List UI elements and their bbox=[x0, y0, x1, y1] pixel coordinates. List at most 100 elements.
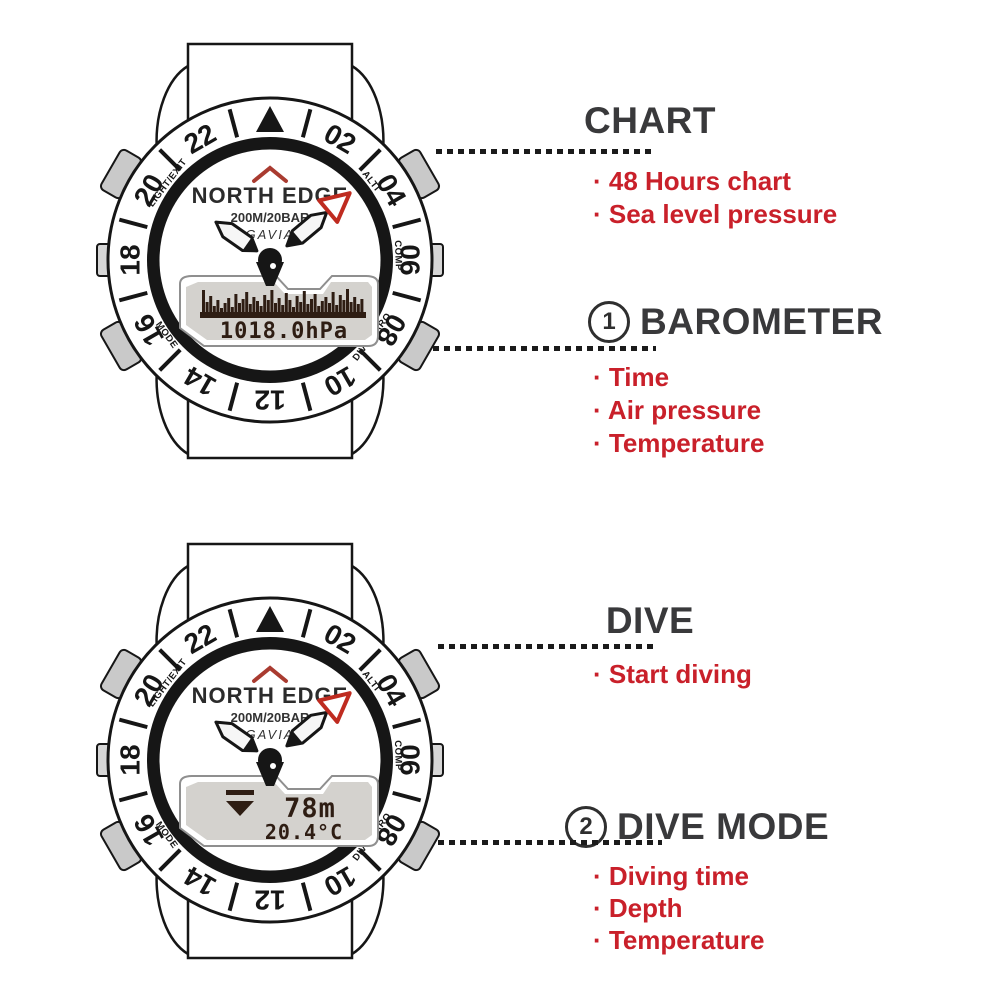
histogram-bar bbox=[234, 294, 238, 312]
bezel-tick bbox=[118, 790, 148, 803]
histogram-bar bbox=[202, 290, 205, 312]
histogram-bar bbox=[252, 297, 256, 312]
bezel-triangle-marker bbox=[256, 106, 284, 132]
histogram-bar bbox=[284, 293, 288, 312]
lcd-depth-reading: 78m bbox=[284, 793, 336, 824]
bezel-function-label: COMP bbox=[392, 240, 404, 271]
hour-hand bbox=[214, 220, 259, 253]
hour-hand bbox=[214, 720, 259, 753]
bezel-tick bbox=[118, 290, 148, 303]
histogram-bar bbox=[263, 295, 267, 312]
histogram-bar bbox=[335, 305, 339, 312]
lug-curve bbox=[155, 64, 189, 153]
histogram-bar bbox=[360, 299, 364, 312]
dive-feature-item: · Start diving bbox=[593, 659, 752, 689]
barometer-section-header: 1 BAROMETER bbox=[588, 301, 883, 343]
model-name: GAVIA bbox=[245, 727, 294, 742]
histogram-bar bbox=[338, 295, 342, 312]
histogram-bar bbox=[205, 302, 209, 312]
barometer-section-title: BAROMETER bbox=[640, 301, 883, 342]
bezel-tick bbox=[300, 882, 313, 912]
histogram-bar bbox=[220, 308, 223, 312]
dive-section-title: DIVE bbox=[605, 600, 695, 641]
dive-mode-feature-item: · Diving time bbox=[593, 861, 750, 891]
lug-curve bbox=[351, 564, 385, 653]
bezel-tick bbox=[392, 717, 422, 730]
red-chevron-logo bbox=[252, 665, 288, 683]
bezel-tick bbox=[358, 648, 382, 672]
bezel-tick bbox=[392, 790, 422, 803]
barometer-feature-item: · Air pressure bbox=[593, 395, 762, 425]
histogram-bar bbox=[238, 303, 241, 312]
chart-callout-dotted-line bbox=[436, 149, 656, 154]
bezel-number: 06 bbox=[395, 744, 426, 775]
histogram-bar bbox=[259, 306, 263, 312]
bezel-tick bbox=[358, 848, 382, 872]
bezel-tick bbox=[300, 382, 313, 412]
barometer-feature-item: · Time bbox=[593, 362, 670, 392]
dive-mode-feature-list: · Diving time · Depth · Temperature bbox=[593, 860, 764, 956]
lug-curve bbox=[351, 867, 385, 956]
histogram-bar bbox=[212, 306, 216, 312]
lug-curve bbox=[155, 867, 189, 956]
barometer-feature-item: · Temperature bbox=[593, 428, 765, 458]
bezel-number: 06 bbox=[395, 244, 426, 275]
bezel-triangle-marker bbox=[256, 606, 284, 632]
histogram-bar bbox=[317, 306, 321, 312]
lug-curve bbox=[351, 64, 385, 153]
lcd-pressure-reading: 1018.0hPa bbox=[220, 319, 348, 344]
bezel-number: 12 bbox=[254, 385, 285, 416]
histogram-bar bbox=[302, 291, 306, 312]
bezel-tick bbox=[227, 382, 240, 412]
bezel-tick bbox=[358, 148, 382, 172]
dive-callout-dotted-line bbox=[438, 644, 658, 649]
water-rating: 200M/20BAR bbox=[231, 710, 310, 725]
histogram-bar bbox=[306, 304, 310, 312]
bezel-tick bbox=[158, 648, 182, 672]
red-arrow-tip bbox=[317, 191, 352, 224]
barometer-feature-list: · Time · Air pressure · Temperature bbox=[593, 361, 764, 460]
bezel-tick bbox=[358, 348, 382, 372]
histogram-bar bbox=[288, 300, 292, 312]
histogram-bar bbox=[230, 307, 234, 312]
histogram-bar bbox=[241, 299, 245, 312]
minute-hand bbox=[285, 191, 352, 248]
lcd-temperature-reading: 20.4°C bbox=[265, 820, 343, 844]
bezel-tick bbox=[118, 717, 148, 730]
lug-curve bbox=[155, 367, 189, 456]
bezel-number: 18 bbox=[115, 244, 146, 275]
lcd-panel: 1018.0hPa bbox=[179, 275, 379, 347]
dive-mode-feature-item: · Temperature bbox=[593, 925, 765, 955]
bezel-tick bbox=[227, 108, 240, 138]
histogram-bar bbox=[310, 299, 313, 312]
circled-number-1: 1 bbox=[588, 301, 630, 343]
histogram-bar bbox=[270, 290, 274, 312]
descend-arrow-icon bbox=[226, 790, 254, 816]
dive-mode-feature-item: · Depth bbox=[593, 893, 683, 923]
histogram-bar bbox=[356, 304, 360, 312]
watch-hands bbox=[214, 691, 352, 786]
histogram-bar bbox=[216, 300, 220, 312]
dive-mode-callout-dotted-line bbox=[438, 840, 662, 845]
dive-mode-section-header: 2 DIVE MODE bbox=[565, 806, 829, 848]
bezel-tick bbox=[158, 148, 182, 172]
histogram-bar bbox=[320, 301, 324, 312]
histogram-bar bbox=[245, 292, 249, 312]
histogram-bar bbox=[248, 304, 252, 312]
histogram-bar bbox=[227, 298, 231, 312]
histogram-bar bbox=[295, 296, 299, 312]
chart-feature-item: · Sea level pressure bbox=[593, 199, 838, 229]
red-arrow-tip bbox=[317, 691, 352, 724]
histogram-bar bbox=[328, 303, 331, 312]
histogram-bar bbox=[292, 307, 295, 312]
histogram-bar bbox=[299, 302, 303, 312]
bezel-tick bbox=[392, 290, 422, 303]
bezel-tick bbox=[158, 848, 182, 872]
bezel-number: 12 bbox=[254, 885, 285, 916]
lug-curve bbox=[351, 367, 385, 456]
histogram-bar bbox=[277, 298, 281, 312]
bezel-tick bbox=[227, 882, 240, 912]
water-rating: 200M/20BAR bbox=[231, 210, 310, 225]
